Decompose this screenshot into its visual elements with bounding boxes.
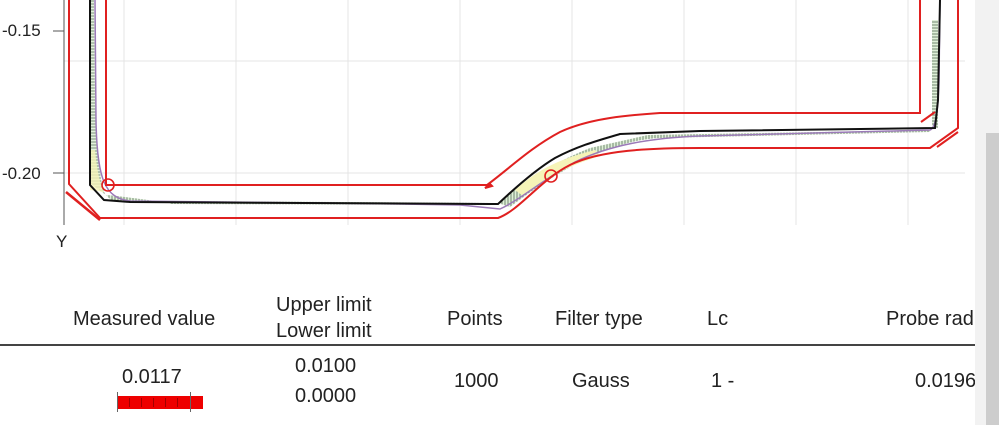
grid	[64, 0, 965, 225]
header-probe-radius: Probe radi	[886, 308, 979, 330]
measured-value: 0.0117	[122, 366, 182, 388]
meter-tick	[141, 398, 142, 407]
header-measured-value: Measured value	[73, 308, 216, 330]
deviation-marker	[101, 178, 115, 192]
lc-value: 1 -	[711, 370, 735, 392]
meter-lower-bound	[117, 392, 118, 412]
tolerance-zone	[65, 0, 959, 221]
vertical-scrollbar-thumb[interactable]	[986, 133, 999, 425]
header-divider	[0, 344, 975, 346]
profile-chart	[53, 0, 965, 225]
y-tick-label: -0.15	[2, 21, 41, 40]
upper-limit-value: 0.0100	[295, 355, 357, 377]
measured-profile	[89, 0, 941, 205]
lower-limit-value: 0.0000	[295, 385, 357, 407]
meter-tick	[165, 398, 166, 407]
probe-radius-value: 0.0196	[915, 370, 977, 392]
y-tick-label: -0.20	[2, 164, 41, 183]
header-lower-limit: Lower limit	[276, 320, 372, 342]
tolerance-meter-fill	[117, 396, 203, 409]
max-deviation-markers	[101, 169, 558, 192]
filter-type-value: Gauss	[572, 370, 630, 392]
y-axis-title: Y	[56, 232, 68, 251]
meter-tick	[129, 398, 130, 407]
header-lc: Lc	[707, 308, 729, 330]
nominal-profile	[94, 0, 941, 210]
tolerance-meter	[117, 392, 203, 412]
results-table: Measured value Upper limit Lower limit P…	[0, 285, 979, 425]
deviation-fill	[90, 0, 938, 207]
header-upper-limit: Upper limit	[276, 294, 372, 316]
points-value: 1000	[454, 370, 499, 392]
deviation-marker	[544, 169, 558, 183]
meter-tick	[177, 398, 178, 407]
header-filter-type: Filter type	[555, 308, 643, 330]
header-points: Points	[447, 308, 503, 330]
y-axis	[53, 0, 65, 225]
meter-tick	[153, 398, 154, 407]
meter-upper-bound	[190, 392, 191, 412]
